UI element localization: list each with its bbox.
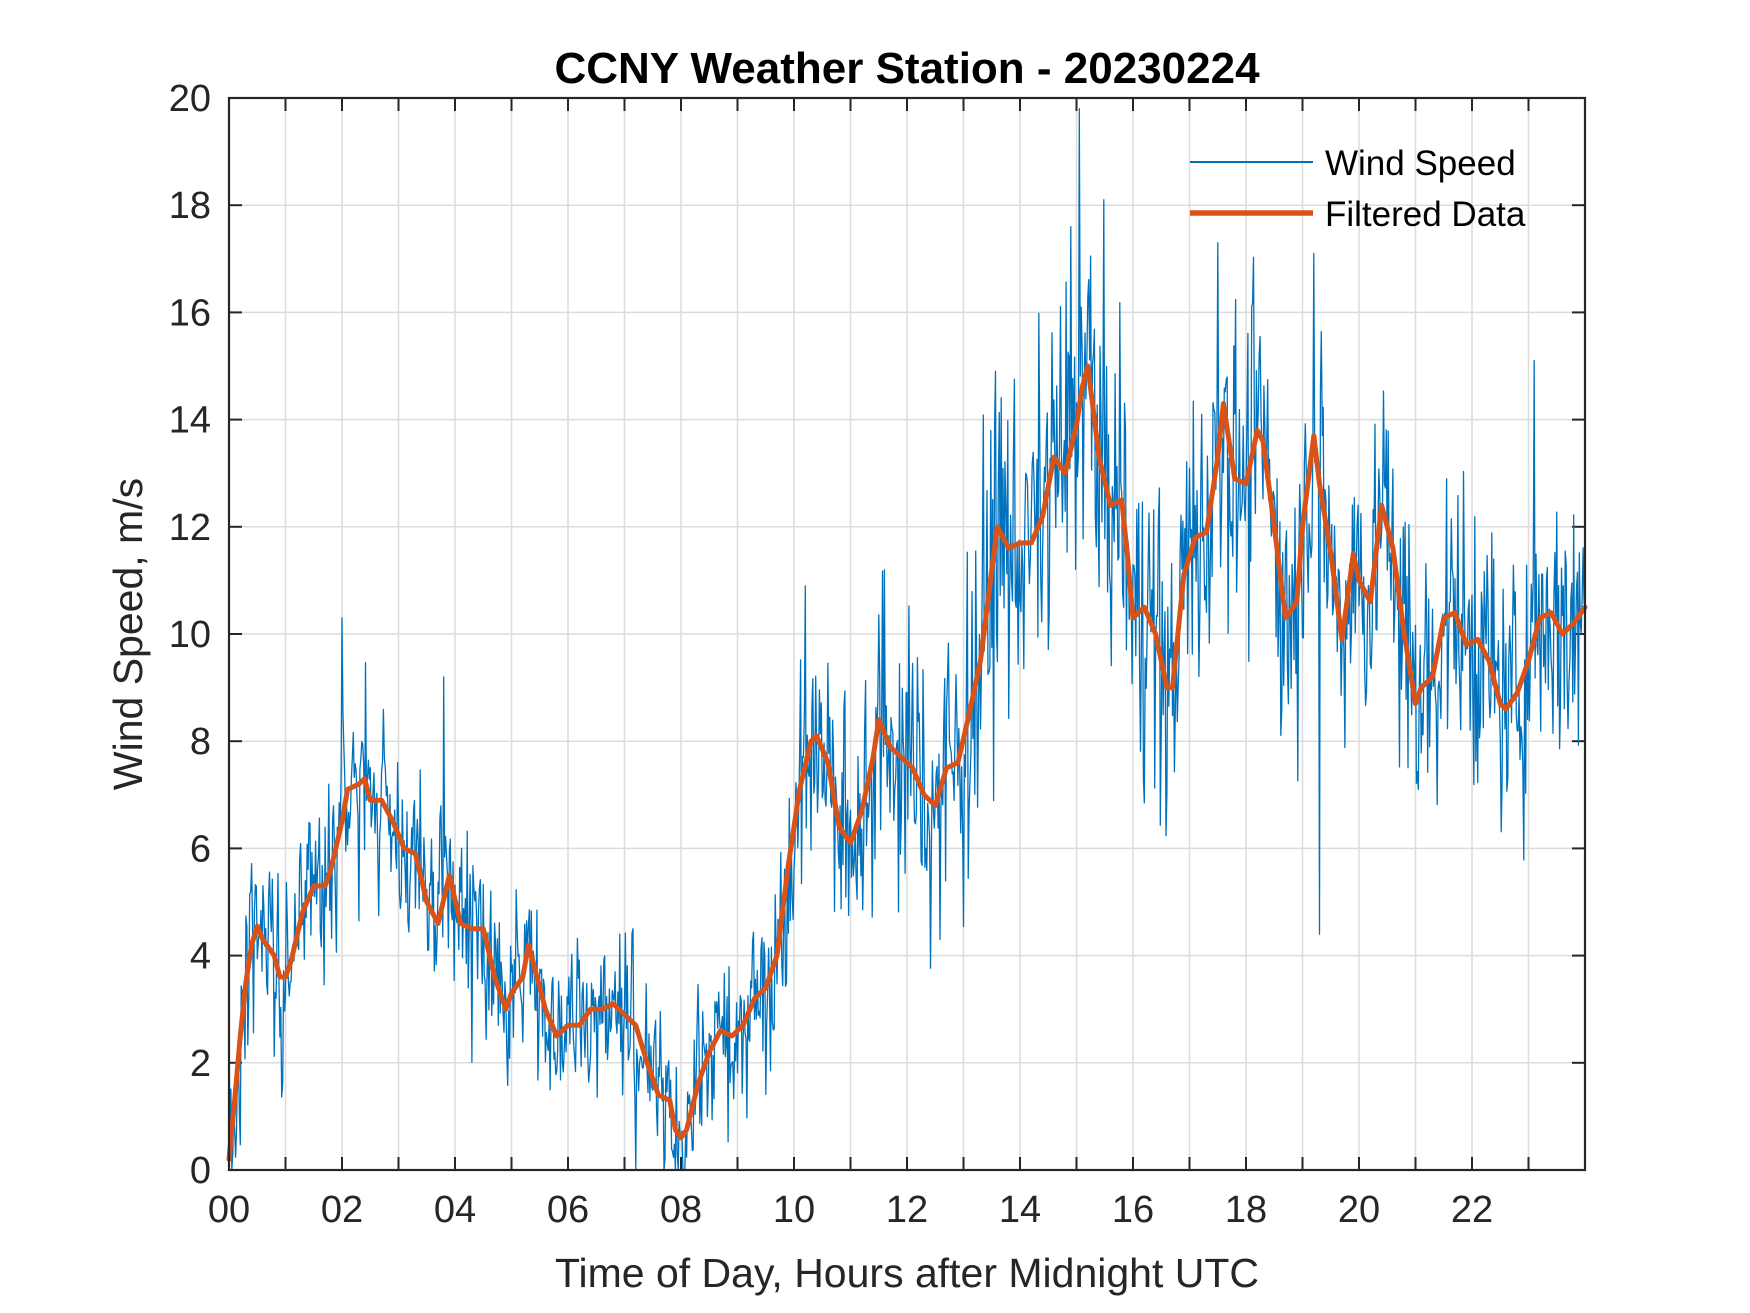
legend-filtered-data-label: Filtered Data xyxy=(1325,195,1526,234)
x-tick-label: 10 xyxy=(773,1189,815,1231)
y-tick-label: 18 xyxy=(169,185,211,227)
y-tick-label: 8 xyxy=(190,721,211,763)
y-axis-label: Wind Speed, m/s xyxy=(105,478,151,790)
x-tick-label: 08 xyxy=(660,1189,702,1231)
y-tick-label: 6 xyxy=(190,828,211,870)
x-tick-label: 14 xyxy=(999,1189,1041,1231)
x-tick-label: 04 xyxy=(434,1189,476,1231)
x-tick-label: 06 xyxy=(547,1189,589,1231)
y-tick-label: 14 xyxy=(169,400,211,442)
chart-title: CCNY Weather Station - 20230224 xyxy=(554,44,1260,93)
y-tick-label: 12 xyxy=(169,507,211,549)
x-tick-label: 18 xyxy=(1225,1189,1267,1231)
x-axis-label: Time of Day, Hours after Midnight UTC xyxy=(555,1250,1259,1296)
y-tick-label: 10 xyxy=(169,614,211,656)
series-filtered-data-line xyxy=(226,363,1588,1162)
x-tick-label: 20 xyxy=(1338,1189,1380,1231)
legend-wind-speed-label: Wind Speed xyxy=(1325,144,1516,183)
y-tick-label: 2 xyxy=(190,1043,211,1085)
y-tick-label: 16 xyxy=(169,292,211,334)
series-layer xyxy=(226,108,1588,1171)
x-tick-label: 00 xyxy=(208,1189,250,1231)
x-tick-label: 22 xyxy=(1451,1189,1493,1231)
y-tick-labels: 0 2 4 6 8 10 12 14 16 18 20 xyxy=(169,78,211,1192)
x-tick-label: 16 xyxy=(1112,1189,1154,1231)
x-tick-label: 02 xyxy=(321,1189,363,1231)
y-tick-label: 4 xyxy=(190,936,211,978)
plot-frame xyxy=(227,96,1587,1172)
legend: Wind Speed Filtered Data xyxy=(1190,144,1526,234)
x-tick-label: 12 xyxy=(886,1189,928,1231)
y-tick-label: 0 xyxy=(190,1150,211,1192)
x-tick-labels: 00 02 04 06 08 10 12 14 16 18 20 22 xyxy=(208,1189,1493,1231)
y-tick-label: 20 xyxy=(169,78,211,120)
